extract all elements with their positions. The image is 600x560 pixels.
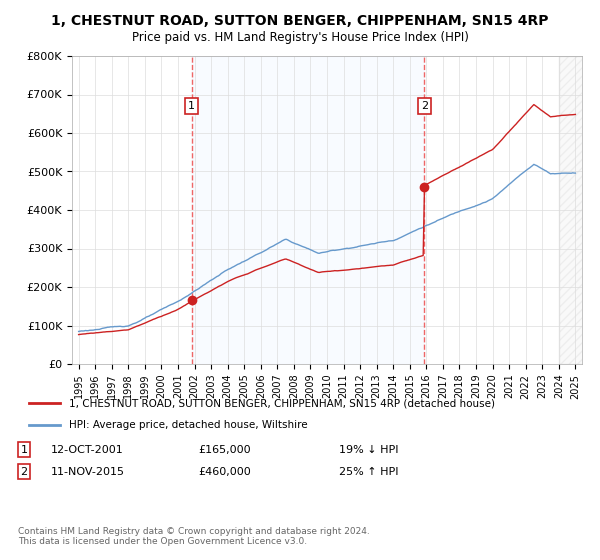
Bar bbox=[192, 56, 424, 364]
Text: 1: 1 bbox=[20, 445, 28, 455]
Text: 1, CHESTNUT ROAD, SUTTON BENGER, CHIPPENHAM, SN15 4RP (detached house): 1, CHESTNUT ROAD, SUTTON BENGER, CHIPPEN… bbox=[69, 398, 495, 408]
Text: HPI: Average price, detached house, Wiltshire: HPI: Average price, detached house, Wilt… bbox=[69, 421, 307, 431]
Text: Contains HM Land Registry data © Crown copyright and database right 2024.
This d: Contains HM Land Registry data © Crown c… bbox=[18, 526, 370, 546]
Text: 12-OCT-2001: 12-OCT-2001 bbox=[51, 445, 124, 455]
Text: 1: 1 bbox=[188, 101, 195, 111]
Bar bbox=[559, 56, 584, 364]
Text: 25% ↑ HPI: 25% ↑ HPI bbox=[339, 466, 398, 477]
Text: £165,000: £165,000 bbox=[198, 445, 251, 455]
Text: Price paid vs. HM Land Registry's House Price Index (HPI): Price paid vs. HM Land Registry's House … bbox=[131, 31, 469, 44]
Text: 2: 2 bbox=[421, 101, 428, 111]
Text: 2: 2 bbox=[20, 466, 28, 477]
Text: 1, CHESTNUT ROAD, SUTTON BENGER, CHIPPENHAM, SN15 4RP: 1, CHESTNUT ROAD, SUTTON BENGER, CHIPPEN… bbox=[51, 14, 549, 28]
Text: 19% ↓ HPI: 19% ↓ HPI bbox=[339, 445, 398, 455]
Bar bbox=[559, 56, 584, 364]
Text: 11-NOV-2015: 11-NOV-2015 bbox=[51, 466, 125, 477]
Text: £460,000: £460,000 bbox=[198, 466, 251, 477]
